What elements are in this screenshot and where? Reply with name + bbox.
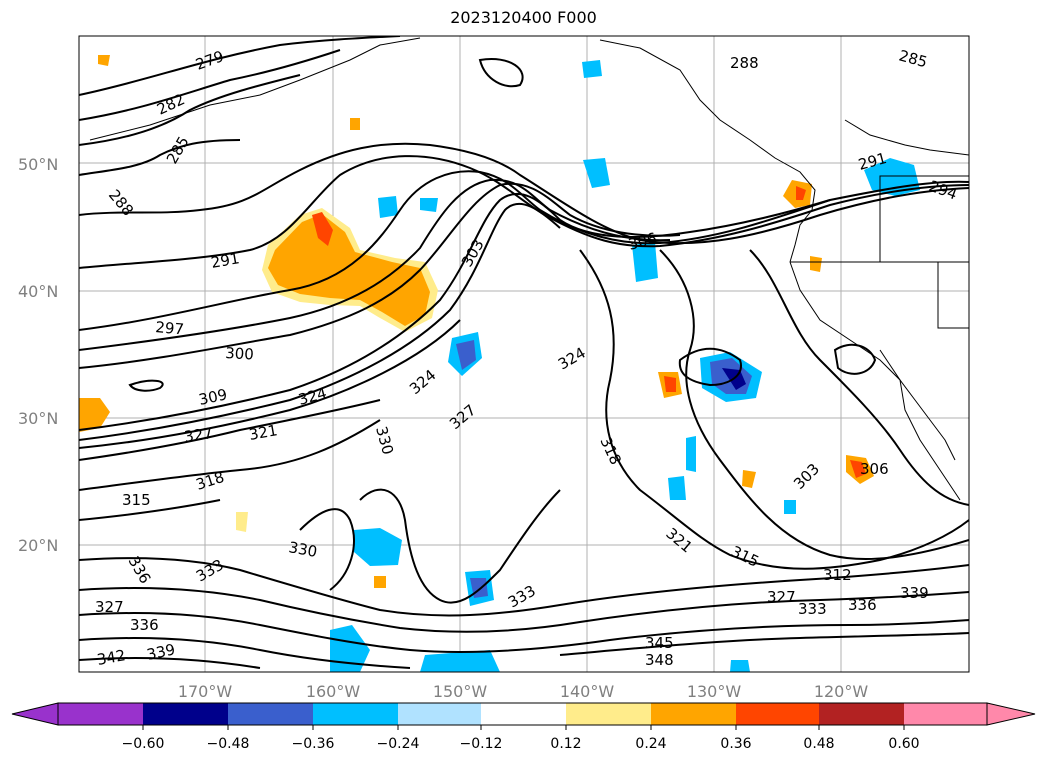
contour-label: 336 (130, 616, 159, 634)
lon-label-160w: 160°W (306, 682, 361, 701)
colorbar-tick-label: −0.48 (207, 736, 250, 752)
contour-label: 333 (798, 600, 827, 618)
colorbar-tick-label: −0.24 (377, 736, 420, 752)
contour-label: 342 (96, 646, 127, 669)
colorbar-bin (143, 703, 228, 725)
colorbar-tick-label: 0.24 (635, 736, 666, 752)
colorbar-tick-label: −0.12 (460, 736, 503, 752)
lon-label-170w: 170°W (178, 682, 233, 701)
lon-label-120w: 120°W (814, 682, 869, 701)
colorbar-bin (313, 703, 398, 725)
colorbar-bin (651, 703, 736, 725)
colorbar-tick-label: 0.36 (720, 736, 751, 752)
contour-label: 348 (645, 651, 674, 669)
contour-label: 309 (197, 385, 229, 409)
longitude-labels: 170°W 160°W 150°W 140°W 130°W 120°W (178, 682, 869, 701)
colorbar-bin (566, 703, 651, 725)
lat-label-20n: 20°N (18, 536, 58, 555)
contour-label: 327 (95, 598, 124, 616)
colorbar-extend-low (11, 702, 59, 726)
contour-label: 300 (225, 344, 255, 363)
contour-label: 345 (645, 634, 674, 652)
contour-label: 297 (155, 318, 185, 338)
colorbar-tick-label: 0.12 (550, 736, 581, 752)
contour-label: 330 (287, 538, 318, 561)
gridlines (79, 36, 969, 672)
contour-label: 315 (122, 491, 151, 509)
contour-label: 339 (900, 584, 929, 602)
colorbar-tick-label: −0.36 (292, 736, 335, 752)
lat-label-50n: 50°N (18, 155, 58, 174)
contour-label: 327 (767, 588, 796, 606)
colorbar-frame (57, 702, 988, 726)
colorbar-tick-label: 0.48 (803, 736, 834, 752)
contour-label: 288 (730, 54, 759, 72)
contour-label: 327 (183, 424, 214, 446)
lat-label-30n: 30°N (18, 409, 58, 428)
colorbar-bin (228, 703, 313, 725)
contour-label: 336 (848, 596, 877, 614)
colorbar-bin (58, 703, 143, 725)
colorbar-bin (736, 703, 819, 725)
lon-label-140w: 140°W (560, 682, 615, 701)
colorbar-bin (398, 703, 481, 725)
map-title: 2023120400 F000 (450, 8, 597, 27)
contour-label: 312 (823, 566, 852, 584)
colorbar: −0.60 −0.48 −0.36 −0.24 −0.12 0.12 0.24 … (11, 702, 1036, 752)
map-panel (79, 36, 969, 672)
colorbar-bin (481, 703, 566, 725)
colorbar-extend-high (986, 702, 1036, 726)
colorbar-tick-label: 0.60 (888, 736, 919, 752)
contour-label: 339 (145, 640, 177, 664)
colorbar-bin (904, 703, 987, 725)
map-frame (78, 35, 970, 673)
contour-label: 291 (210, 249, 241, 272)
colorbar-tick-label: −0.60 (122, 736, 165, 752)
contour-label: 306 (860, 460, 889, 478)
contour-label: 321 (248, 421, 279, 444)
lon-label-130w: 130°W (687, 682, 742, 701)
lon-label-150w: 150°W (433, 682, 488, 701)
colorbar-bin (819, 703, 904, 725)
latitude-labels: 50°N 40°N 30°N 20°N (18, 155, 58, 555)
coastlines (89, 37, 969, 501)
contour-lines (79, 36, 969, 669)
lat-label-40n: 40°N (18, 282, 58, 301)
